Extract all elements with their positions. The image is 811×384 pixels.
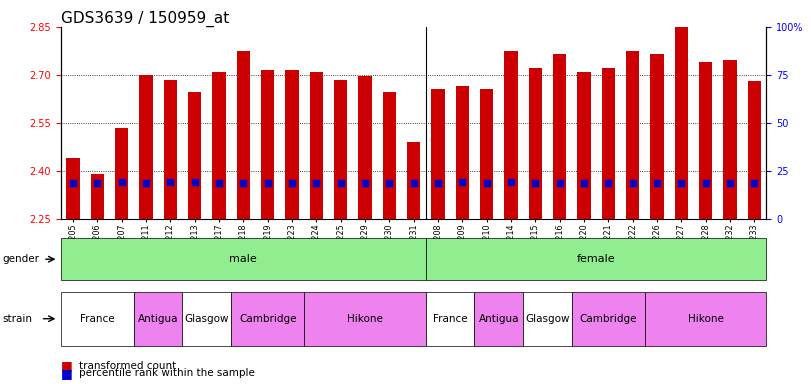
Bar bbox=[237, 51, 250, 219]
Bar bbox=[504, 51, 517, 219]
Bar bbox=[650, 54, 663, 219]
Bar bbox=[91, 174, 104, 219]
Point bbox=[310, 180, 323, 186]
Point bbox=[748, 180, 761, 186]
Point bbox=[553, 180, 566, 186]
Text: ■: ■ bbox=[61, 359, 72, 372]
Bar bbox=[334, 79, 347, 219]
Bar bbox=[67, 158, 79, 219]
Text: Hikone: Hikone bbox=[688, 314, 723, 324]
Point bbox=[650, 180, 663, 186]
Bar bbox=[285, 70, 298, 219]
Bar bbox=[164, 79, 177, 219]
Point bbox=[261, 180, 274, 186]
Text: Antigua: Antigua bbox=[478, 314, 519, 324]
Bar bbox=[626, 51, 639, 219]
Bar bbox=[188, 93, 201, 219]
Bar bbox=[431, 89, 444, 219]
Bar bbox=[480, 89, 493, 219]
Bar bbox=[456, 86, 469, 219]
Point bbox=[237, 180, 250, 186]
Bar bbox=[699, 62, 712, 219]
Text: strain: strain bbox=[2, 314, 32, 324]
Text: Cambridge: Cambridge bbox=[580, 314, 637, 324]
Bar bbox=[358, 76, 371, 219]
Text: female: female bbox=[577, 254, 616, 264]
Point bbox=[334, 180, 347, 186]
Text: ■: ■ bbox=[61, 367, 72, 380]
Bar bbox=[261, 70, 274, 219]
Text: France: France bbox=[80, 314, 114, 324]
Bar bbox=[139, 75, 152, 219]
Bar bbox=[115, 127, 128, 219]
Text: Antigua: Antigua bbox=[138, 314, 178, 324]
Bar bbox=[577, 72, 590, 219]
Text: Hikone: Hikone bbox=[347, 314, 383, 324]
Bar bbox=[407, 142, 420, 219]
Point bbox=[626, 180, 639, 186]
Text: France: France bbox=[433, 314, 467, 324]
Point bbox=[723, 180, 736, 186]
Point bbox=[456, 179, 469, 185]
Text: male: male bbox=[230, 254, 257, 264]
Text: GDS3639 / 150959_at: GDS3639 / 150959_at bbox=[61, 11, 229, 27]
Point bbox=[285, 180, 298, 186]
Point bbox=[577, 180, 590, 186]
Bar bbox=[310, 72, 323, 219]
Point bbox=[431, 180, 444, 186]
Point bbox=[675, 180, 688, 186]
Point bbox=[407, 180, 420, 186]
Point bbox=[212, 180, 225, 186]
Point bbox=[602, 180, 615, 186]
Point bbox=[699, 180, 712, 186]
Text: percentile rank within the sample: percentile rank within the sample bbox=[79, 368, 255, 378]
Text: Cambridge: Cambridge bbox=[239, 314, 296, 324]
Bar bbox=[553, 54, 566, 219]
Point bbox=[504, 179, 517, 185]
Text: Glasgow: Glasgow bbox=[526, 314, 569, 324]
Text: gender: gender bbox=[2, 254, 40, 264]
Point bbox=[91, 180, 104, 186]
Bar bbox=[383, 93, 396, 219]
Point bbox=[529, 180, 542, 186]
Text: Glasgow: Glasgow bbox=[185, 314, 229, 324]
Bar bbox=[529, 68, 542, 219]
Bar bbox=[212, 72, 225, 219]
Bar bbox=[723, 60, 736, 219]
Text: transformed count: transformed count bbox=[79, 361, 177, 371]
Point bbox=[115, 179, 128, 185]
Bar bbox=[675, 25, 688, 219]
Point bbox=[358, 180, 371, 186]
Point bbox=[383, 180, 396, 186]
Point bbox=[164, 179, 177, 185]
Bar bbox=[748, 81, 761, 219]
Point bbox=[188, 179, 201, 185]
Point bbox=[67, 180, 79, 186]
Bar bbox=[602, 68, 615, 219]
Point bbox=[139, 180, 152, 186]
Point bbox=[480, 180, 493, 186]
